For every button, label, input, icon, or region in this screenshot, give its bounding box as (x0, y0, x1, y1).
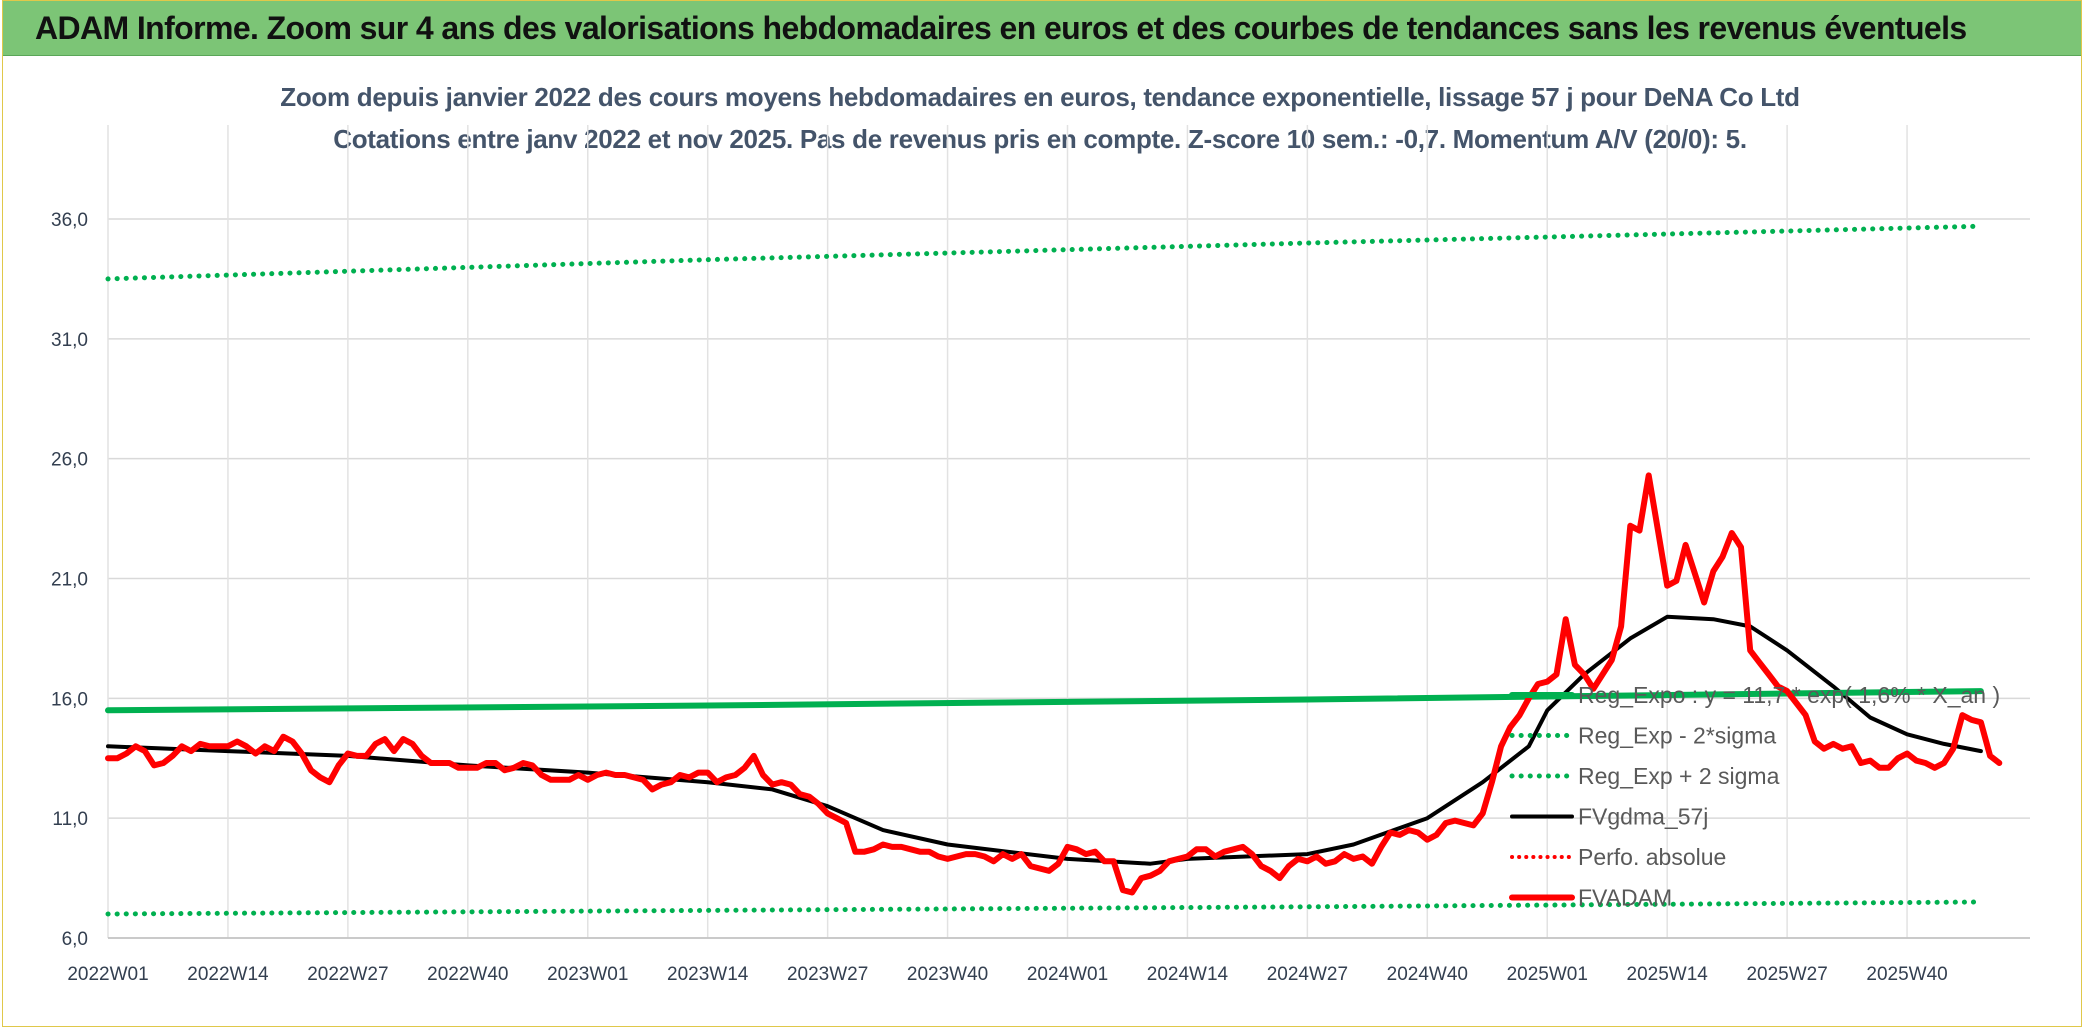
series-line-reg_expo (105, 688, 1984, 714)
chart-lines (105, 223, 2003, 917)
y-tick-label: 21,0 (51, 570, 88, 591)
y-axis-ticks: 6,0 11,0 16,0 21,0 26,0 31,0 36,0 (51, 210, 88, 950)
report-banner: ADAM Informe. Zoom sur 4 ans des valoris… (3, 1, 2081, 56)
x-tick-label: 2023W14 (667, 964, 749, 985)
legend-label: Perfo. absolue (1578, 844, 1726, 870)
legend-label: Reg_Exp - 2*sigma (1578, 723, 1776, 749)
x-tick-label: 2025W14 (1627, 964, 1709, 985)
x-tick-label: 2023W40 (907, 964, 988, 985)
legend-label: FVgdma_57j (1578, 804, 1708, 830)
x-tick-label: 2024W27 (1267, 964, 1348, 985)
chart-grid (107, 125, 2030, 939)
y-tick-label: 6,0 (62, 929, 88, 950)
y-tick-label: 31,0 (51, 330, 88, 351)
x-tick-label: 2022W40 (427, 964, 508, 985)
x-axis-ticks: 2022W01 2022W14 2022W27 2022W40 2023W01 2023W… (67, 964, 1947, 985)
y-tick-label: 26,0 (51, 450, 88, 471)
x-tick-label: 2025W27 (1746, 964, 1827, 985)
x-tick-label: 2024W01 (1027, 964, 1108, 985)
chart-title: Zoom depuis janvier 2022 des cours moyen… (280, 82, 1800, 112)
x-tick-label: 2023W01 (547, 964, 628, 985)
chart-subtitle: Cotations entre janv 2022 et nov 2025. P… (333, 124, 1747, 154)
x-tick-label: 2022W27 (307, 964, 388, 985)
x-tick-label: 2024W40 (1387, 964, 1468, 985)
y-tick-label: 16,0 (51, 689, 88, 710)
legend-label: Reg_Exp + 2 sigma (1578, 763, 1780, 789)
legend-label: Reg_Expo : y = 11,7 * exp( 1,6% * X_an ) (1578, 682, 2000, 708)
y-tick-label: 36,0 (51, 210, 88, 231)
y-tick-label: 11,0 (52, 809, 88, 830)
x-tick-label: 2023W27 (787, 964, 868, 985)
legend-label: FVADAM (1578, 885, 1672, 911)
x-tick-label: 2025W40 (1866, 964, 1947, 985)
series-line-reg_exp (105, 223, 1984, 282)
chart-legend: Reg_Expo : y = 11,7 * exp( 1,6% * X_an )… (1509, 682, 2000, 911)
x-tick-label: 2025W01 (1507, 964, 1588, 985)
x-tick-label: 2022W01 (67, 964, 148, 985)
report-title: ADAM Informe. Zoom sur 4 ans des valoris… (35, 10, 1967, 46)
x-tick-label: 2024W14 (1147, 964, 1229, 985)
x-tick-label: 2022W14 (187, 964, 269, 985)
series-line-fvadam (105, 472, 2003, 896)
series-line-reg_exp (105, 899, 1984, 917)
